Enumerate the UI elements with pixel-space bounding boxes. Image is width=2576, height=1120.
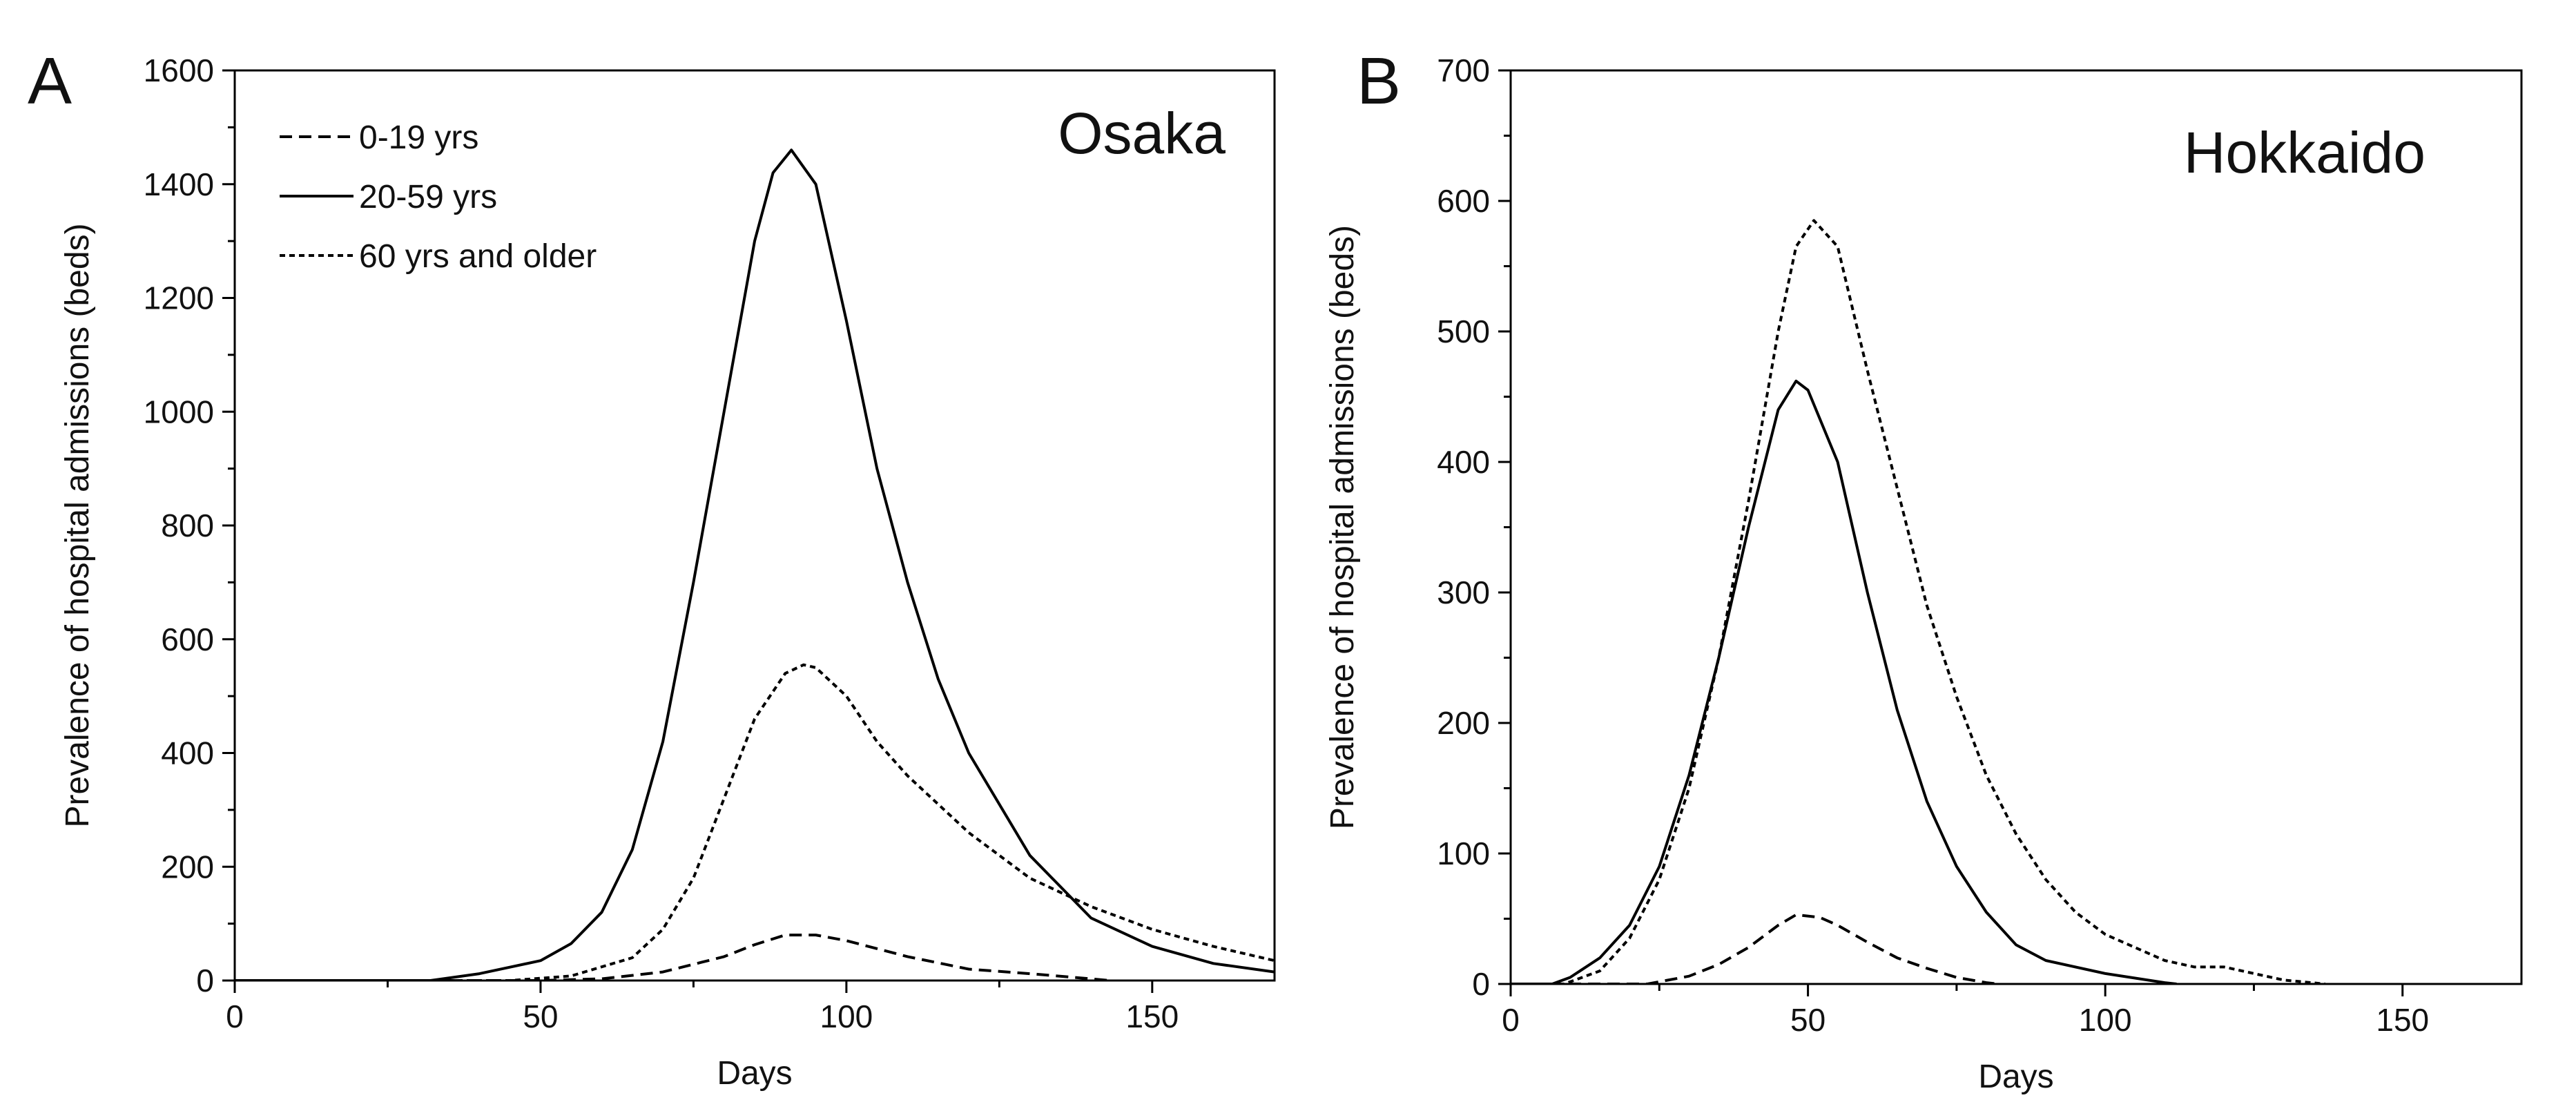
panel-a-legend: 0-19 yrs 20-59 yrs 60 yrs and older [280, 119, 597, 275]
panel-a-series-20-59-yrs [235, 148, 1275, 981]
legend-label: 0-19 yrs [359, 119, 478, 156]
panel-a-y-tick-label: 1400 [144, 166, 214, 202]
panel-a-y-tick-label: 1000 [144, 394, 214, 429]
panel-b-series-60-yrs-and-older [1511, 219, 2325, 984]
panel-a-y-axis-title: Prevalence of hospital admissions (beds) [59, 223, 96, 827]
panel-b-y-tick-label: 400 [1437, 444, 1490, 480]
panel-a-x-tick-label: 0 [226, 998, 244, 1034]
panel-b-x-tick-label: 50 [1790, 1002, 1826, 1038]
panel-b-x-tick-label: 150 [2376, 1002, 2429, 1038]
legend-label: 20-59 yrs [359, 179, 497, 215]
panel-b-series-20-59-yrs [1511, 379, 2177, 984]
panel-a-title: Osaka [1058, 101, 1226, 166]
legend-label: 60 yrs and older [359, 238, 597, 275]
panel-a-series-60-yrs-and-older [235, 663, 1275, 981]
panel-b-y-tick-label: 0 [1472, 966, 1490, 1002]
panel-b-x-tick-label: 0 [1502, 1002, 1520, 1038]
panel-b-y-tick-label: 500 [1437, 313, 1490, 349]
panel-b-y-tick-label: 100 [1437, 836, 1490, 871]
panel-b-y-tick-label: 600 [1437, 183, 1490, 219]
panel-a-letter: A [28, 44, 72, 118]
panel-b: 0 100 200 300 400 500 600 700 0 50 100 150 Days Preva… [1324, 44, 2523, 1095]
panel-a-series-0-19-yrs [235, 934, 1110, 981]
panel-a-y-tick-label: 200 [161, 849, 214, 885]
panel-b-title: Hokkaido [2184, 120, 2425, 185]
panel-b-x-axis-title: Days [1978, 1059, 2053, 1095]
panel-a: 0 200 400 600 800 1000 1200 1400 1600 0 50 100 150 Da… [28, 44, 1276, 1092]
panel-b-y-tick-label: 200 [1437, 705, 1490, 741]
panel-b-x-tick-label: 100 [2079, 1002, 2132, 1038]
panel-a-x-tick-label: 100 [820, 998, 873, 1034]
panel-a-x-axis-title: Days [717, 1055, 792, 1092]
panel-b-y-tick-label: 300 [1437, 575, 1490, 610]
panel-a-y-tick-label: 1600 [144, 52, 214, 88]
panel-a-y-tick-label: 1200 [144, 280, 214, 316]
panel-b-letter: B [1357, 44, 1401, 118]
panel-a-y-tick-label: 800 [161, 508, 214, 543]
panel-a-y-tick-label: 0 [196, 963, 214, 998]
panel-b-y-tick-label: 700 [1437, 52, 1490, 88]
panel-a-x-tick-label: 50 [523, 998, 558, 1034]
panel-a-y-tick-label: 600 [161, 621, 214, 657]
panel-b-y-axis-title: Prevalence of hospital admissions (beds) [1324, 225, 1361, 829]
panel-a-x-tick-label: 150 [1125, 998, 1179, 1034]
panel-a-y-tick-label: 400 [161, 735, 214, 771]
panel-b-series-0-19-yrs [1511, 913, 1999, 984]
